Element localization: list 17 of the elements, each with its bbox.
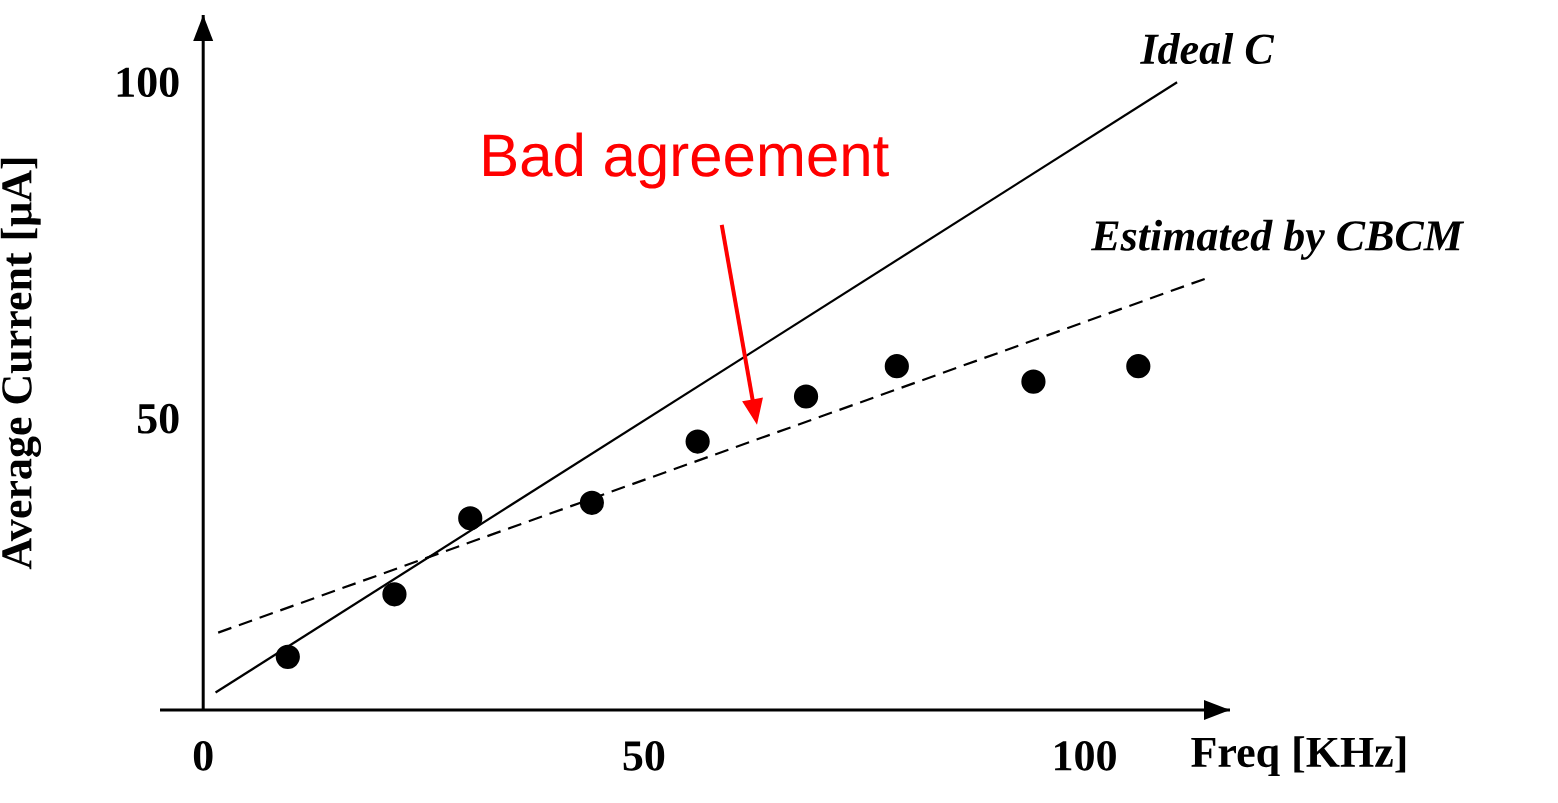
point — [458, 506, 483, 531]
point — [579, 490, 604, 515]
point — [793, 384, 819, 409]
x-tick-label: 50 — [623, 741, 665, 771]
point — [884, 354, 909, 379]
point — [1126, 354, 1151, 379]
series-label: Ideal C — [1140, 33, 1275, 65]
y-axis-title: Average Current [μA] — [0, 158, 42, 570]
point — [275, 644, 300, 669]
series-label: Estimated by CBCM — [1090, 219, 1465, 260]
annotation: Bad agreement — [484, 132, 889, 189]
x-axis-title: Freq [KHz] — [1191, 736, 1406, 777]
point — [685, 429, 710, 454]
point — [382, 582, 407, 607]
x-tick-label: 100 — [1055, 741, 1116, 771]
x-tick-label: 0 — [193, 741, 213, 771]
point — [1021, 369, 1046, 394]
